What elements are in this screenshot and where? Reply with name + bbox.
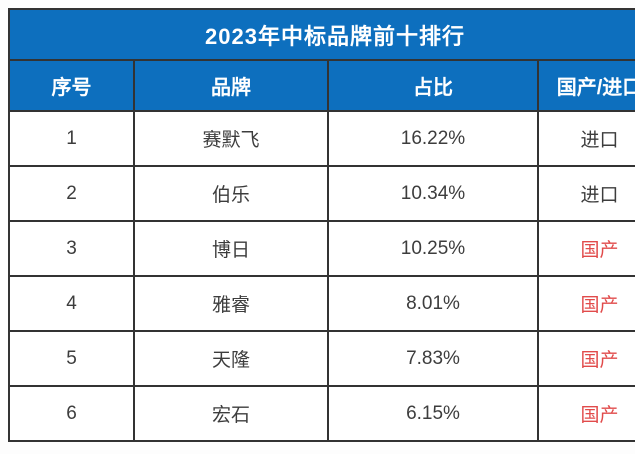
rank-cell: 6 — [8, 385, 135, 442]
col-header-origin: 国产/进口 — [536, 59, 635, 112]
title-row: 2023年中标品牌前十排行 — [7, 8, 635, 61]
origin-cell: 国产 — [536, 275, 635, 332]
share-cell: 10.34% — [327, 165, 539, 222]
share-cell: 16.22% — [327, 110, 539, 167]
col-header-rank: 序号 — [8, 59, 135, 112]
brand-cell: 雅睿 — [133, 275, 329, 332]
brand-cell: 伯乐 — [133, 165, 329, 222]
origin-cell: 国产 — [536, 330, 635, 387]
brand-cell: 天隆 — [133, 330, 329, 387]
table-row: 3 博日 10.25% 国产 — [8, 220, 635, 277]
ranking-table: 2023年中标品牌前十排行 序号 品牌 占比 国产/进口 1 赛默飞 16.22… — [7, 8, 635, 442]
rank-cell: 1 — [8, 110, 135, 167]
origin-cell: 国产 — [536, 220, 635, 277]
table-row: 2 伯乐 10.34% 进口 — [8, 165, 635, 222]
table-title: 2023年中标品牌前十排行 — [7, 8, 635, 61]
col-header-brand: 品牌 — [133, 59, 329, 112]
table-row: 4 雅睿 8.01% 国产 — [8, 275, 635, 332]
rank-cell: 4 — [8, 275, 135, 332]
share-cell: 8.01% — [327, 275, 539, 332]
brand-cell: 赛默飞 — [133, 110, 329, 167]
share-cell: 7.83% — [327, 330, 539, 387]
rank-cell: 5 — [8, 330, 135, 387]
brand-cell: 博日 — [133, 220, 329, 277]
rank-cell: 3 — [8, 220, 135, 277]
origin-cell: 进口 — [536, 165, 635, 222]
col-header-share: 占比 — [327, 59, 539, 112]
origin-cell: 进口 — [536, 110, 635, 167]
brand-cell: 宏石 — [133, 385, 329, 442]
table-row: 5 天隆 7.83% 国产 — [8, 330, 635, 387]
header-row: 序号 品牌 占比 国产/进口 — [8, 59, 635, 112]
table-row: 1 赛默飞 16.22% 进口 — [8, 110, 635, 167]
origin-cell: 国产 — [536, 385, 635, 442]
share-cell: 6.15% — [327, 385, 539, 442]
table-row: 6 宏石 6.15% 国产 — [8, 385, 635, 442]
rank-cell: 2 — [8, 165, 135, 222]
share-cell: 10.25% — [327, 220, 539, 277]
